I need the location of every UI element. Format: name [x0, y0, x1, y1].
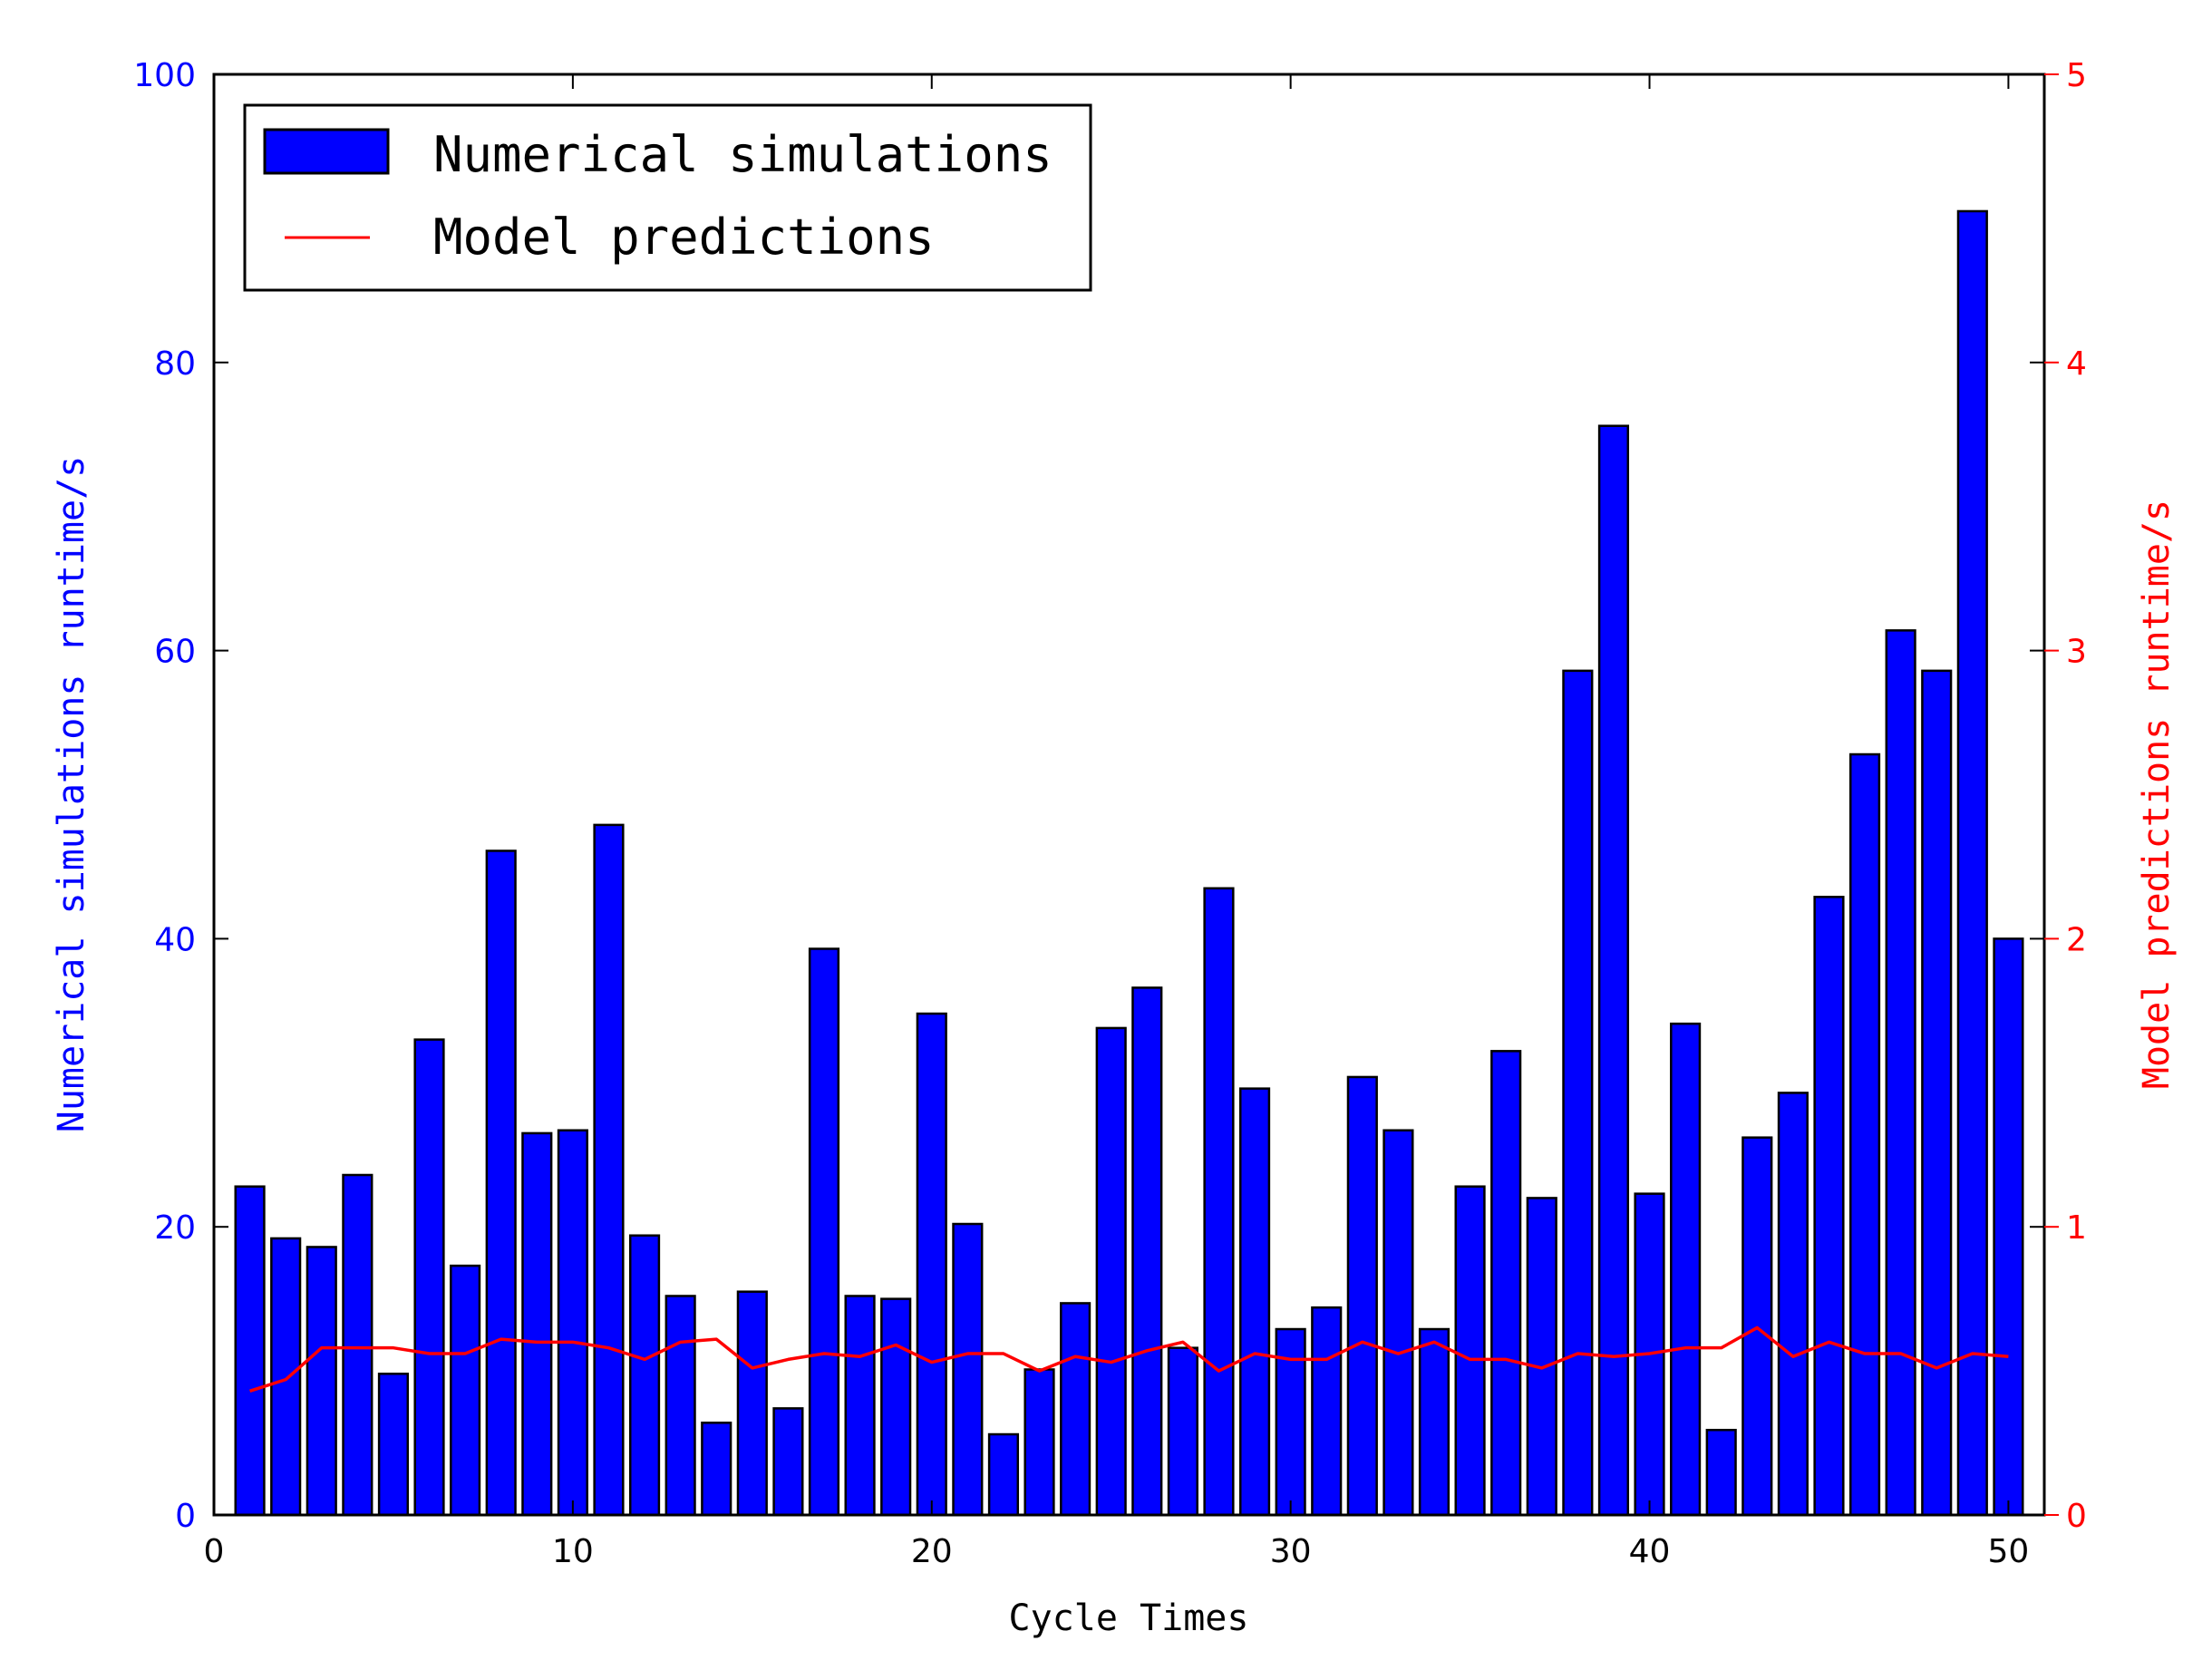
bar — [1848, 752, 1881, 1517]
bar — [342, 1173, 374, 1517]
left-tick-label: 20 — [154, 1209, 196, 1247]
left-tick-label: 80 — [154, 345, 196, 383]
bar — [1956, 209, 1988, 1517]
plot-frame — [212, 73, 2046, 1517]
bar — [844, 1295, 876, 1517]
bar — [1382, 1129, 1414, 1517]
bar — [1705, 1429, 1737, 1517]
bar — [1670, 1022, 1702, 1517]
bar — [736, 1290, 768, 1517]
legend-label-bars: Numerical simulations — [433, 126, 1053, 183]
bar — [880, 1297, 912, 1517]
bar — [1597, 424, 1630, 1517]
right-axis-title: Model predictions runtime/s — [2136, 500, 2178, 1089]
bar — [1203, 887, 1235, 1517]
model-predictions-line — [249, 1325, 2009, 1393]
bar — [1777, 1092, 1809, 1517]
bar — [772, 1407, 804, 1517]
bar — [377, 1373, 410, 1517]
bottom-tick-label: 0 — [204, 1533, 225, 1570]
right-tick-label: 0 — [2066, 1498, 2087, 1535]
left-tick-label: 60 — [154, 634, 196, 671]
bar — [1993, 937, 2024, 1517]
bar — [1418, 1327, 1450, 1517]
bar — [306, 1246, 337, 1517]
bar — [1490, 1050, 1522, 1517]
bar — [1131, 986, 1163, 1517]
bar — [808, 947, 840, 1517]
right-tick-label: 2 — [2066, 921, 2087, 958]
right-tick-label: 3 — [2066, 634, 2087, 671]
legend: Numerical simulations Model predictions — [243, 103, 1092, 292]
bar — [270, 1237, 302, 1517]
bar — [557, 1129, 588, 1517]
bar — [521, 1131, 553, 1517]
left-axis-ticks: 0 20 40 60 80 100 — [133, 57, 2044, 1535]
bar-group — [234, 209, 2024, 1517]
bar — [1562, 669, 1594, 1517]
bar — [987, 1432, 1020, 1517]
bar — [628, 1234, 661, 1517]
bar — [1454, 1185, 1486, 1517]
bar — [1526, 1197, 1557, 1517]
bottom-tick-label: 10 — [552, 1533, 594, 1570]
bottom-tick-label: 50 — [1988, 1533, 2030, 1570]
left-tick-label: 40 — [154, 921, 196, 958]
bar — [701, 1422, 732, 1517]
legend-label-line: Model predictions — [433, 209, 935, 266]
right-axis-ticks: 0 1 2 3 4 5 — [2044, 57, 2087, 1535]
right-tick-label: 4 — [2066, 345, 2087, 383]
bottom-tick-label: 40 — [1629, 1533, 1671, 1570]
bar — [1813, 896, 1845, 1517]
left-axis-title: Numerical simulations runtime/s — [51, 456, 92, 1133]
right-tick-label: 1 — [2066, 1209, 2087, 1247]
bottom-tick-label: 20 — [911, 1533, 953, 1570]
bar — [1238, 1087, 1271, 1517]
bar — [1095, 1026, 1127, 1517]
bar — [916, 1012, 947, 1517]
line-layer — [249, 1325, 2009, 1393]
bar — [1060, 1302, 1091, 1517]
bar — [952, 1222, 984, 1517]
bar — [665, 1295, 696, 1517]
bar — [593, 823, 625, 1517]
bar — [1167, 1346, 1198, 1517]
bottom-tick-label: 30 — [1270, 1533, 1312, 1570]
bar — [1024, 1368, 1055, 1517]
bar — [234, 1185, 266, 1517]
left-tick-label: 100 — [133, 57, 196, 94]
right-tick-label: 5 — [2066, 57, 2087, 94]
x-axis-title: Cycle Times — [1009, 1597, 1249, 1639]
legend-swatch-bars — [263, 128, 390, 175]
bottom-axis-ticks: 0 10 20 30 40 50 — [204, 74, 2030, 1570]
bar — [1346, 1075, 1378, 1517]
bar — [413, 1038, 445, 1517]
bar — [485, 850, 517, 1517]
left-tick-label: 0 — [175, 1498, 196, 1535]
bar — [1921, 669, 1953, 1517]
bar — [1885, 629, 1916, 1517]
bar — [450, 1264, 481, 1517]
bar — [1311, 1306, 1343, 1517]
